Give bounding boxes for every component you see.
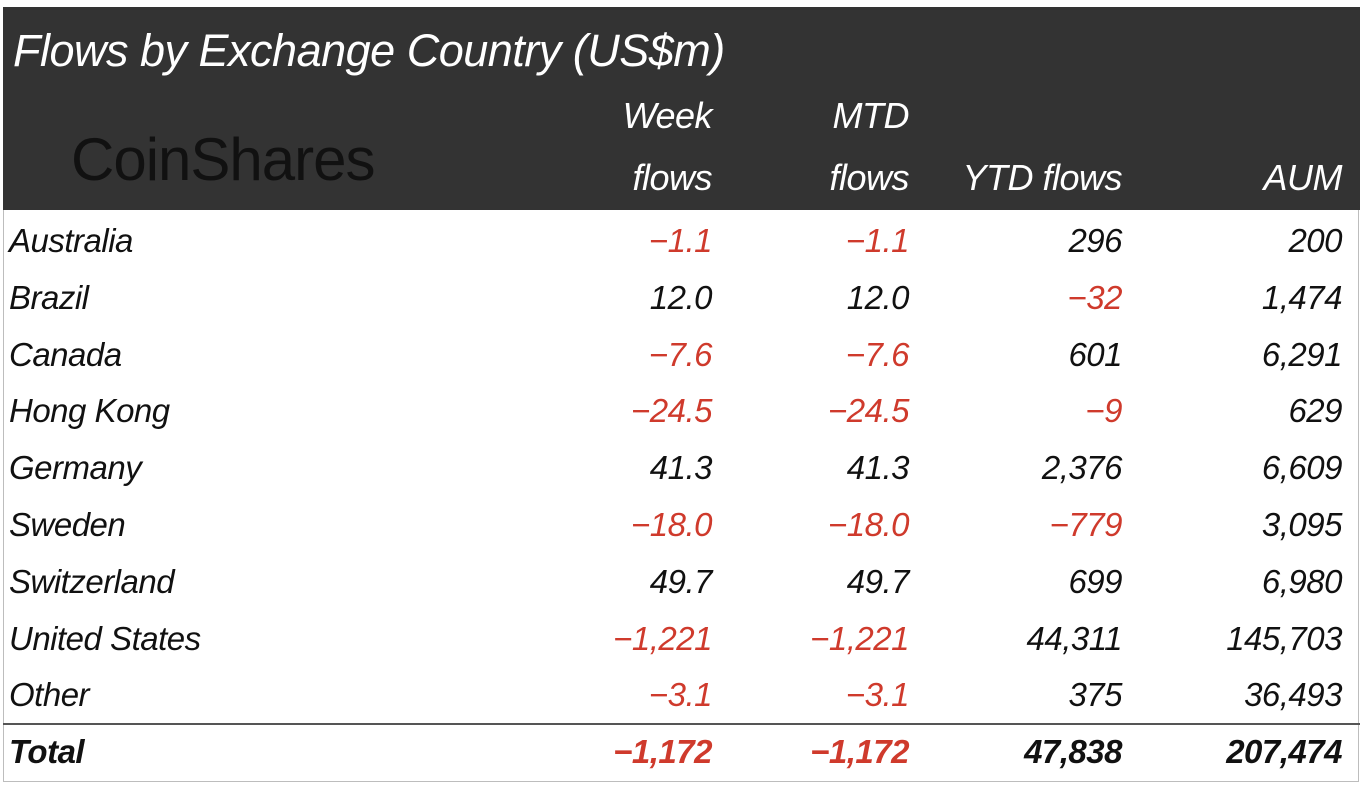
cell-mtd-flows: 49.7 <box>846 562 910 600</box>
total-mtd-flows: −1,172 <box>810 733 909 770</box>
cell-week-flows: 12.0 <box>649 278 713 316</box>
cell-ytd-flows: 296 <box>1068 222 1122 259</box>
total-week-flows: −1,172 <box>613 733 712 770</box>
cell-ytd-flows: −779 <box>1049 506 1123 543</box>
total-country: Total <box>9 733 85 770</box>
cell-ytd-flows: 601 <box>1068 335 1122 373</box>
cell-week-flows: −24.5 <box>631 392 713 430</box>
cell-week-flows: 41.3 <box>649 449 713 487</box>
column-header-week-flows: flows <box>632 157 712 198</box>
table-header: Flows by Exchange Country (US$m) CoinSha… <box>3 7 1360 210</box>
cell-mtd-flows: 12.0 <box>846 278 910 316</box>
cell-ytd-flows: 44,311 <box>1026 619 1123 657</box>
column-header-week-flows: Week <box>622 95 713 136</box>
cell-country: Other <box>9 676 90 714</box>
cell-ytd-flows: 2,376 <box>1041 449 1123 487</box>
cell-week-flows: −3.1 <box>648 676 713 714</box>
cell-country: Switzerland <box>9 562 175 600</box>
cell-aum: 3,095 <box>1261 506 1343 543</box>
cell-mtd-flows: −3.1 <box>845 676 910 714</box>
table-title: Flows by Exchange Country (US$m) <box>13 25 725 76</box>
column-header-mtd-flows: flows <box>829 157 909 198</box>
cell-week-flows: −1.1 <box>648 222 713 259</box>
total-divider <box>3 723 1360 725</box>
cell-aum: 6,291 <box>1261 335 1343 373</box>
cell-week-flows: −1,221 <box>613 619 712 657</box>
cell-aum: 36,493 <box>1244 676 1342 714</box>
cell-aum: 629 <box>1288 392 1342 430</box>
cell-aum: 6,980 <box>1261 562 1343 600</box>
cell-mtd-flows: −18.0 <box>828 506 910 543</box>
cell-country: Brazil <box>9 278 89 316</box>
column-header-mtd-flows: MTD <box>832 95 910 136</box>
cell-aum: 1,474 <box>1261 278 1343 316</box>
cell-country: Hong Kong <box>9 392 170 430</box>
column-header-aum: AUM <box>1263 157 1343 198</box>
cell-country: United States <box>9 619 201 657</box>
total-ytd-flows: 47,838 <box>1024 733 1122 770</box>
cell-ytd-flows: 699 <box>1068 562 1122 600</box>
total-aum: 207,474 <box>1226 733 1342 770</box>
cell-week-flows: 49.7 <box>649 562 713 600</box>
cell-mtd-flows: −7.6 <box>845 335 910 373</box>
cell-aum: 6,609 <box>1261 449 1343 487</box>
cell-aum: 145,703 <box>1226 619 1342 657</box>
cell-country: Australia <box>9 222 133 259</box>
cell-week-flows: −7.6 <box>648 335 713 373</box>
cell-country: Germany <box>9 449 142 487</box>
cell-mtd-flows: 41.3 <box>846 449 910 487</box>
cell-mtd-flows: −1,221 <box>810 619 909 657</box>
cell-ytd-flows: 375 <box>1068 676 1122 714</box>
cell-week-flows: −18.0 <box>631 506 713 543</box>
cell-country: Sweden <box>9 506 126 543</box>
cell-mtd-flows: −24.5 <box>828 392 910 430</box>
coinshares-logo: CoinShares <box>71 126 376 193</box>
cell-country: Canada <box>9 335 122 373</box>
cell-aum: 200 <box>1288 222 1342 259</box>
cell-ytd-flows: −9 <box>1085 392 1122 430</box>
cell-ytd-flows: −32 <box>1067 278 1123 316</box>
column-header-ytd-flows: YTD flows <box>962 157 1122 198</box>
cell-mtd-flows: −1.1 <box>845 222 910 259</box>
